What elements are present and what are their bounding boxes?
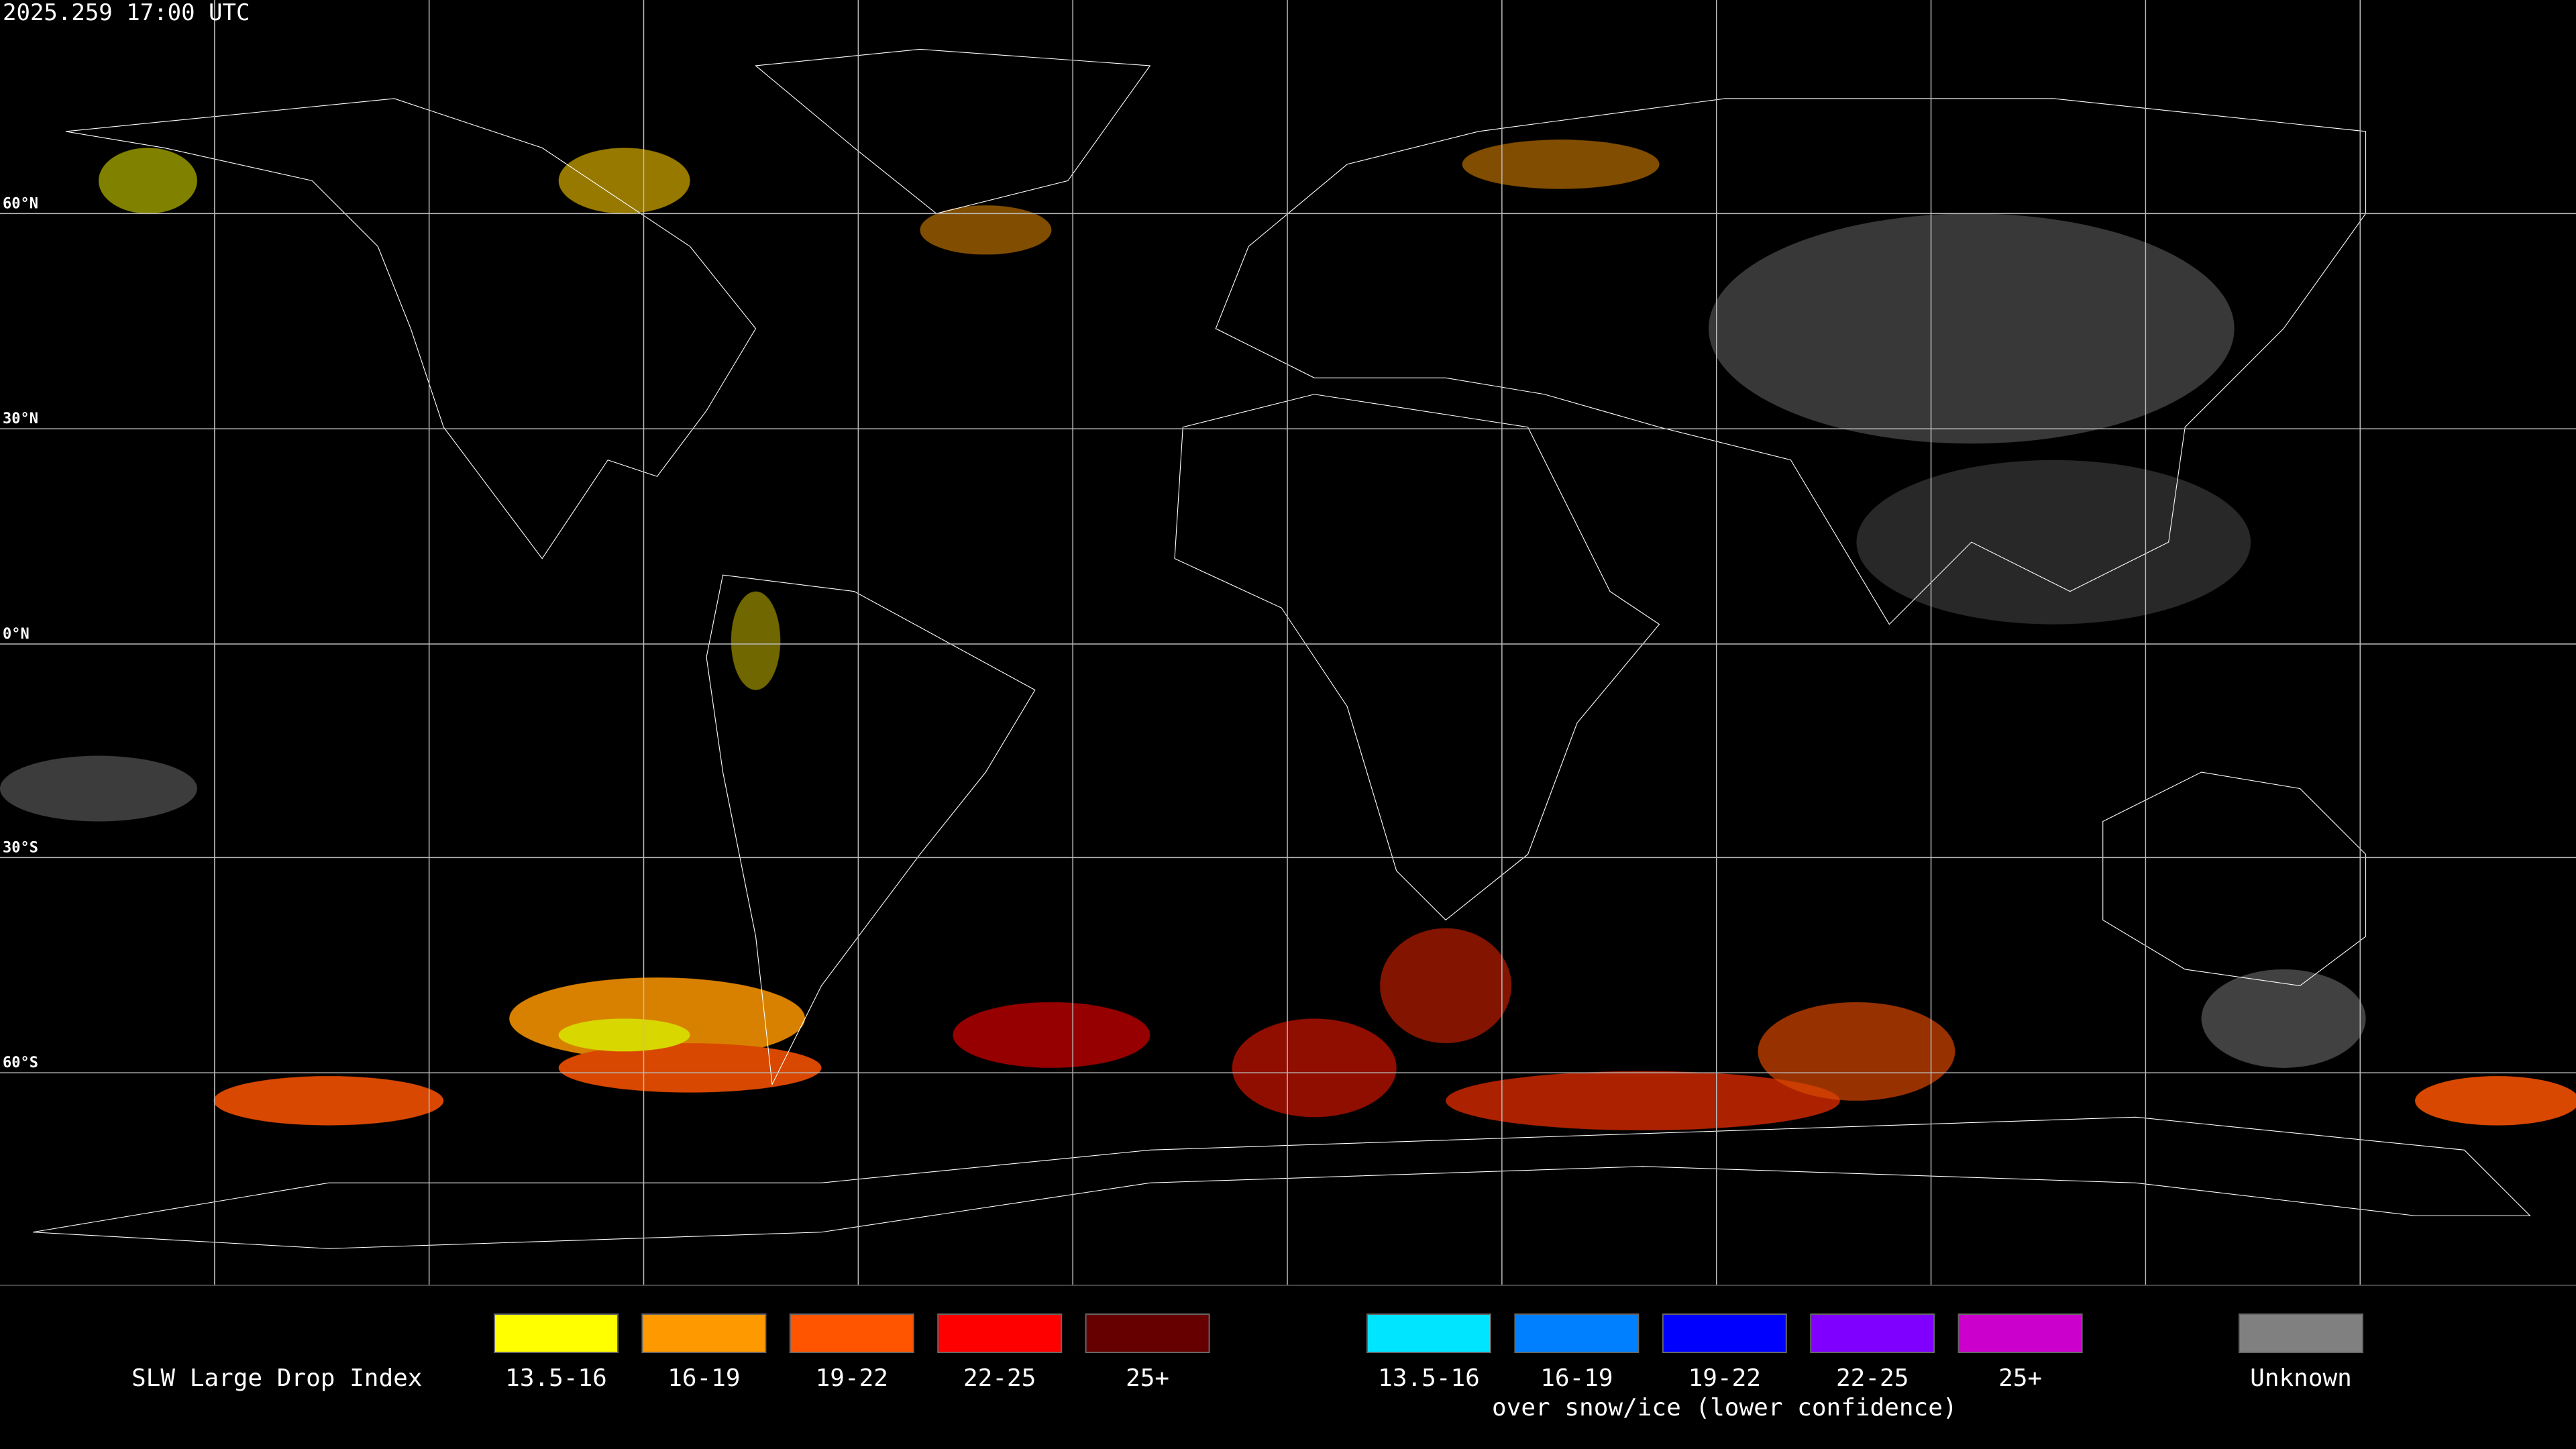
latitude-label: 30°S (3, 839, 38, 856)
latitude-label: 0°N (3, 626, 30, 643)
legend-label: 16-19 (667, 1364, 740, 1392)
legend-label: 13.5-16 (1378, 1364, 1480, 1392)
legend-swatch (494, 1313, 619, 1353)
legend-label: 25+ (1998, 1364, 2042, 1392)
legend-label: Unknown (2250, 1364, 2352, 1392)
legend-swatch (1957, 1313, 2083, 1353)
legend-label: 19-22 (1688, 1364, 1761, 1392)
latitude-label: 30°N (3, 411, 38, 427)
legend-swatch (1662, 1313, 1787, 1353)
legend-swatch (789, 1313, 914, 1353)
legend-swatch (2239, 1313, 2363, 1353)
timestamp: 2025.259 17:00 UTC (3, 0, 250, 26)
legend-label: 19-22 (816, 1364, 888, 1392)
legend-swatch (1366, 1313, 1491, 1353)
legend-label: 22-25 (963, 1364, 1036, 1392)
map (0, 0, 2576, 1285)
legend-swatch (1514, 1313, 1640, 1353)
latitude-label: 60°N (3, 195, 38, 212)
legend-subtitle: over snow/ice (lower confidence) (1492, 1394, 1957, 1421)
graticule (0, 0, 2576, 1285)
coastlines (33, 49, 2530, 1248)
legend-label: 16-19 (1540, 1364, 1613, 1392)
legend-label: 13.5-16 (505, 1364, 607, 1392)
legend-swatch (937, 1313, 1063, 1353)
legend-swatch (1085, 1313, 1210, 1353)
legend-label: 22-25 (1836, 1364, 1909, 1392)
cloud-data (0, 140, 2576, 1130)
legend-swatch (1810, 1313, 1935, 1353)
legend-title: SLW Large Drop Index (131, 1364, 422, 1392)
legend-swatch (641, 1313, 767, 1353)
legend-label: 25+ (1126, 1364, 1169, 1392)
latitude-label: 60°S (3, 1055, 38, 1071)
